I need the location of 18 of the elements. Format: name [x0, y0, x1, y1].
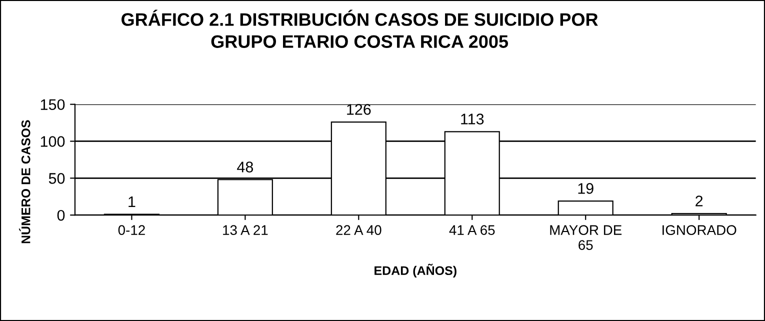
x-axis-title: EDAD (AÑOS) [374, 264, 456, 278]
x-tick-label: 22 A 40 [336, 225, 382, 235]
y-tick-label: 150 [40, 99, 65, 110]
chart-title: GRÁFICO 2.1 DISTRIBUCIÓN CASOS DE SUICIDIO POR GRUPO ETARIO COSTA RICA 2005 [122, 10, 598, 48]
data-label: 19 [578, 183, 594, 194]
data-label: 48 [237, 162, 254, 172]
x-tick-label: 0-12 [118, 225, 145, 235]
y-tick-label: 0 [57, 210, 65, 221]
data-label: 2 [696, 196, 703, 206]
y-tick-label: 100 [40, 136, 65, 147]
x-tick-label: 13 A 21 [223, 225, 268, 235]
x-tick-label: IGNORADO [662, 225, 736, 235]
y-axis-title: NÚMERO DE CASOS [19, 120, 30, 244]
x-tick-label: 41 A 65 [449, 225, 495, 235]
data-label: 1 [128, 196, 136, 207]
x-tick-label: MAYOR DE 65 [550, 225, 622, 250]
y-tick-label: 50 [48, 173, 65, 184]
data-label: 113 [461, 114, 484, 124]
